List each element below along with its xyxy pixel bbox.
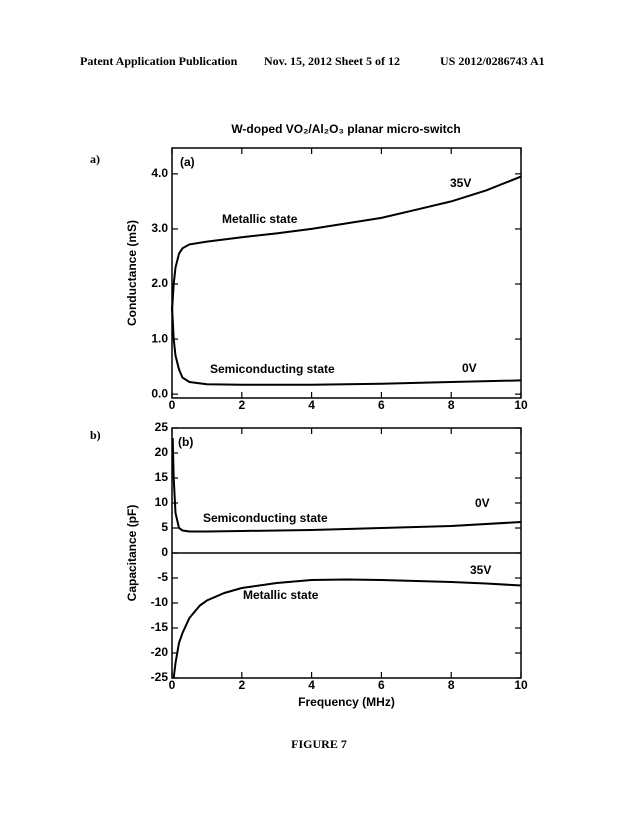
annotation: Semiconducting state xyxy=(210,362,335,376)
y-tick-label: 25 xyxy=(155,420,169,434)
x-tick-label: 4 xyxy=(308,678,315,692)
x-tick-label: 10 xyxy=(514,678,528,692)
annotation: (a) xyxy=(180,155,195,169)
y-axis-label: Capacitance (pF) xyxy=(125,505,139,602)
x-tick-label: 8 xyxy=(448,398,455,412)
annotation: 0V xyxy=(462,361,477,375)
y-tick-label: 0 xyxy=(161,545,168,559)
y-tick-label: -5 xyxy=(157,570,168,584)
y-tick-label: 3.0 xyxy=(151,221,168,235)
y-tick-label: 20 xyxy=(155,445,169,459)
chart-title: W-doped VO₂/Al₂O₃ planar micro-switch xyxy=(231,122,460,136)
x-tick-label: 8 xyxy=(448,678,455,692)
x-tick-label: 6 xyxy=(378,398,385,412)
figure-caption: FIGURE 7 xyxy=(291,737,347,751)
y-tick-label: 1.0 xyxy=(151,331,168,345)
y-tick-label: -25 xyxy=(151,670,169,684)
series-line xyxy=(171,305,522,386)
x-tick-label: 6 xyxy=(378,678,385,692)
y-tick-label: 15 xyxy=(155,470,169,484)
annotation: (b) xyxy=(178,435,193,449)
annotation: 0V xyxy=(475,496,490,510)
panel-label: a) xyxy=(90,152,100,166)
y-tick-label: -10 xyxy=(151,595,169,609)
x-axis-label: Frequency (MHz) xyxy=(298,695,395,709)
annotation: Metallic state xyxy=(222,212,298,226)
header-right: US 2012/0286743 A1 xyxy=(440,54,545,68)
y-tick-label: 5 xyxy=(161,520,168,534)
x-tick-label: 2 xyxy=(238,678,245,692)
y-tick-label: 4.0 xyxy=(151,166,168,180)
x-tick-label: 0 xyxy=(169,678,176,692)
annotation: Semiconducting state xyxy=(203,511,328,525)
x-tick-label: 0 xyxy=(169,398,176,412)
header-middle: Nov. 15, 2012 Sheet 5 of 12 xyxy=(264,54,400,68)
annotation: 35V xyxy=(450,176,471,190)
annotation: Metallic state xyxy=(243,588,319,602)
header-left: Patent Application Publication xyxy=(80,54,238,68)
x-tick-label: 2 xyxy=(238,398,245,412)
plot-frame xyxy=(171,147,522,399)
series-line xyxy=(172,578,522,679)
y-tick-label: 0.0 xyxy=(151,386,168,400)
y-tick-label: 2.0 xyxy=(151,276,168,290)
series-line xyxy=(171,437,522,533)
y-tick-label: -15 xyxy=(151,620,169,634)
x-tick-label: 4 xyxy=(308,398,315,412)
y-axis-label: Conductance (mS) xyxy=(125,220,139,326)
series-line xyxy=(171,175,522,312)
y-tick-label: -20 xyxy=(151,645,169,659)
annotation: 35V xyxy=(470,563,491,577)
x-tick-label: 10 xyxy=(514,398,528,412)
panel-label: b) xyxy=(90,428,101,442)
y-tick-label: 10 xyxy=(155,495,169,509)
